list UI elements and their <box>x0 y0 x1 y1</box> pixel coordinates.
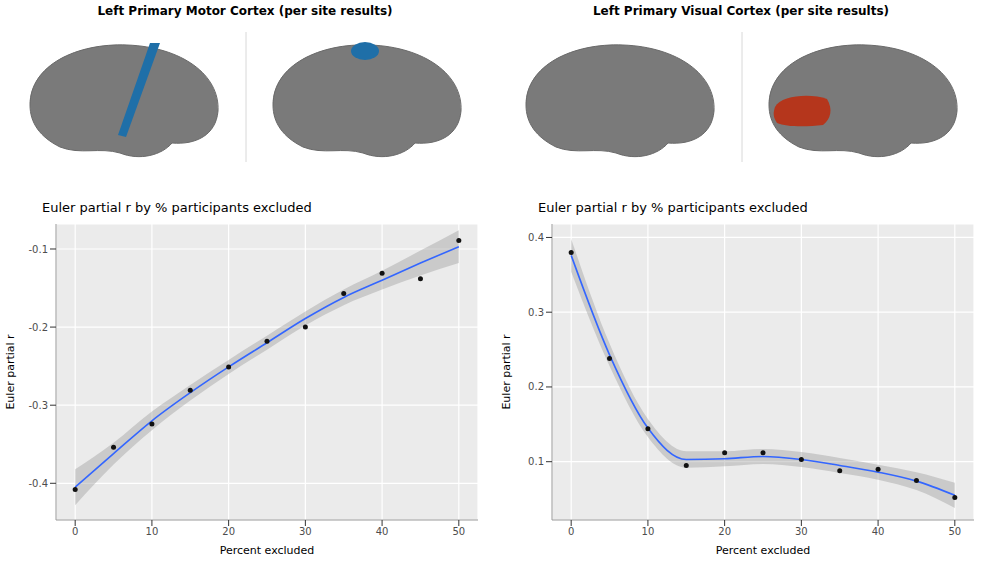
html-text:Left Primary Motor Cortex (per: Left Primary Motor Cortex (per site resu… <box>97 4 393 18</box>
svg-text:20: 20 <box>222 526 235 537</box>
svg-text:0.1: 0.1 <box>528 456 544 467</box>
svg-text:0.2: 0.2 <box>528 381 544 392</box>
svg-text:Euler partial r: Euler partial r <box>500 334 513 410</box>
svg-text:Euler partial r: Euler partial r <box>4 334 17 410</box>
svg-text:30: 30 <box>299 526 312 537</box>
html-text:Euler partial r by % participa: Euler partial r by % participants exclud… <box>42 200 312 215</box>
html-text:Left Primary Visual Cortex (pe: Left Primary Visual Cortex (per site res… <box>592 4 890 18</box>
svg-text:30: 30 <box>795 526 808 537</box>
svg-text:40: 40 <box>872 526 885 537</box>
svg-text:0.3: 0.3 <box>528 307 544 318</box>
svg-text:10: 10 <box>642 526 655 537</box>
svg-text:-0.2: -0.2 <box>28 322 48 333</box>
html-text:Euler partial r by % participa: Euler partial r by % participants exclud… <box>538 200 808 215</box>
svg-text:0: 0 <box>72 526 78 537</box>
svg-text:40: 40 <box>376 526 389 537</box>
svg-text:10: 10 <box>146 526 159 537</box>
svg-text:0: 0 <box>568 526 574 537</box>
svg-text:20: 20 <box>718 526 731 537</box>
svg-text:Percent excluded: Percent excluded <box>220 544 315 557</box>
svg-text:0.4: 0.4 <box>528 232 544 243</box>
svg-text:-0.4: -0.4 <box>28 478 48 489</box>
svg-text:-0.3: -0.3 <box>28 400 48 411</box>
svg-text:-0.1: -0.1 <box>28 244 48 255</box>
svg-text:50: 50 <box>948 526 961 537</box>
svg-text:Percent excluded: Percent excluded <box>716 544 811 557</box>
svg-text:50: 50 <box>452 526 465 537</box>
